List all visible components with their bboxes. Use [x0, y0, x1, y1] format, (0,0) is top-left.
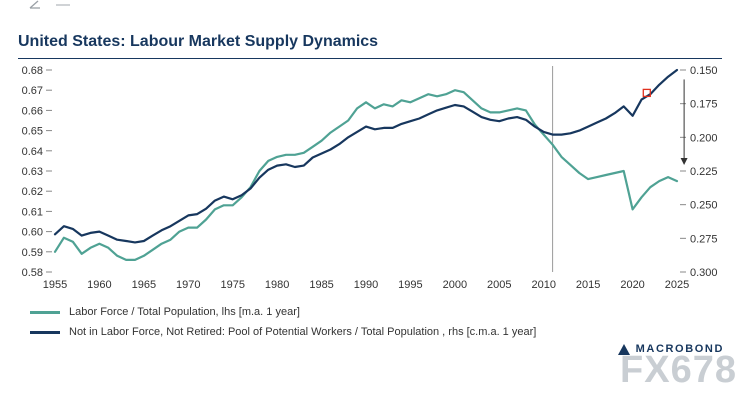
x-axis-tick-label: 1985: [309, 279, 333, 291]
x-axis-tick-label: 1970: [176, 279, 200, 291]
legend-swatch-navy: [30, 330, 60, 334]
right-axis-tick-label: 0.300: [690, 267, 718, 279]
left-axis-tick-label: 0.66: [22, 105, 43, 117]
right-axis-tick-label: 0.175: [690, 99, 718, 111]
x-axis-tick-label: 1990: [354, 279, 378, 291]
lhs-series-line: [53, 89, 679, 261]
x-axis-tick-label: 2025: [665, 279, 689, 291]
x-axis-tick-label: 1980: [265, 279, 289, 291]
left-axis-tick-label: 0.59: [22, 247, 43, 259]
macrobond-logo: MACROBOND: [617, 343, 724, 355]
chart-title: United States: Labour Market Supply Dyna…: [18, 33, 722, 59]
left-axis-tick-label: 0.64: [22, 146, 43, 158]
gap-arrow-head: [680, 157, 688, 165]
left-axis-tick-label: 0.68: [22, 65, 43, 77]
left-axis-tick-label: 0.61: [22, 206, 43, 218]
left-axis-tick-label: 0.63: [22, 166, 43, 178]
x-axis-tick-label: 2005: [487, 279, 511, 291]
right-axis-tick-label: 0.275: [690, 233, 718, 245]
x-axis-tick-label: 1975: [220, 279, 244, 291]
left-axis-tick-label: 0.58: [22, 267, 43, 279]
macrobond-triangle-icon: [617, 343, 630, 355]
right-axis-tick-label: 0.225: [690, 166, 718, 178]
x-axis-tick-label: 2010: [531, 279, 555, 291]
legend-label: Labor Force / Total Population, lhs [m.a…: [69, 306, 300, 318]
legend-item-labor-force: Labor Force / Total Population, lhs [m.a…: [30, 302, 536, 322]
chart-legend: Labor Force / Total Population, lhs [m.a…: [30, 302, 536, 342]
fx678-watermark: FX678: [620, 349, 737, 391]
right-axis-tick-label: 0.150: [690, 65, 718, 77]
legend-swatch-teal: [30, 310, 60, 314]
x-axis-tick-label: 2000: [443, 279, 467, 291]
legend-item-pool-of-potential-workers: Not in Labor Force, Not Retired: Pool of…: [30, 322, 536, 342]
cutoff-text-fragment: [29, 0, 70, 9]
red-square-marker: [642, 88, 651, 98]
x-axis-tick-label: 1965: [132, 279, 156, 291]
right-axis-tick-label: 0.200: [690, 132, 718, 144]
left-axis-tick-label: 0.62: [22, 186, 43, 198]
left-axis-tick-label: 0.67: [22, 85, 43, 97]
left-axis-tick-label: 0.65: [22, 126, 43, 138]
rhs-series-line: [53, 68, 679, 244]
macrobond-wordmark: MACROBOND: [635, 343, 724, 355]
x-axis-tick-label: 1995: [398, 279, 422, 291]
legend-label: Not in Labor Force, Not Retired: Pool of…: [69, 326, 537, 338]
left-axis-tick-label: 0.60: [22, 227, 43, 239]
x-axis-tick-label: 2015: [576, 279, 600, 291]
x-axis-tick-label: 1960: [87, 279, 111, 291]
right-axis-tick-label: 0.250: [690, 200, 718, 212]
x-axis-tick-label: 2020: [620, 279, 644, 291]
x-axis-tick-label: 1955: [43, 279, 67, 291]
